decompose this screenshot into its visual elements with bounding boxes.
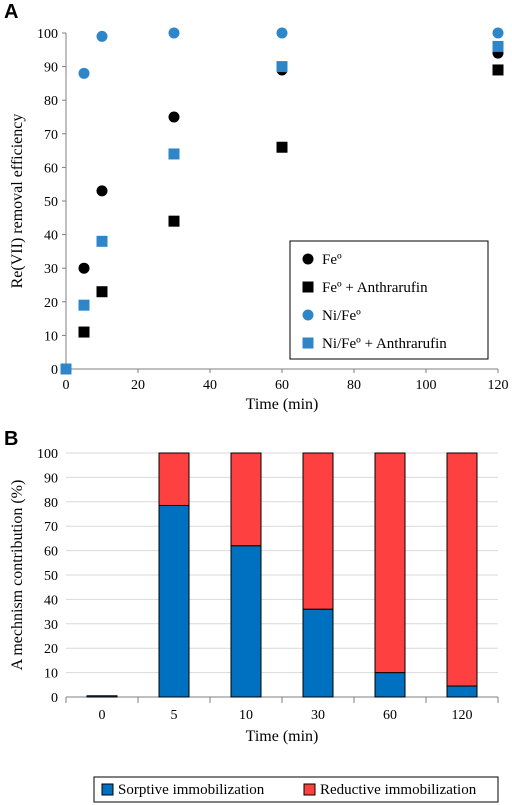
panel-a-y-tick-label: 20 [44, 296, 58, 311]
panel-a-y-tick-label: 70 [44, 128, 58, 143]
panel-b-bar-segment [230, 452, 262, 547]
panel-a-y-tick-label: 40 [44, 229, 58, 244]
panel-b-y-tick-label: 30 [44, 618, 58, 633]
panel-a-data-point [96, 185, 108, 197]
panel-a-data-point [492, 40, 504, 52]
panel-a-y-tick-label: 30 [44, 262, 58, 277]
panel-a-x-tick-label: 120 [488, 378, 509, 393]
panel-a-y-tick-label: 100 [37, 27, 58, 42]
panel-b-bar-segment [374, 672, 406, 698]
panel-a-legend-label: Ni/Feº + Anthrarufin [322, 336, 447, 352]
panel-a-data-point [78, 299, 90, 311]
panel-b-y-tick-label: 10 [44, 667, 58, 682]
panel-a-data-point [276, 141, 288, 153]
panel-b-bar-segment [446, 452, 478, 687]
panel-a-letter: A [4, 1, 18, 23]
panel-a-legend-label: Ni/Feº [322, 308, 361, 324]
panel-a-y-tick-label: 0 [51, 363, 58, 378]
panel-a-y-tick-label: 10 [44, 329, 58, 344]
panel-b-y-tick-label: 70 [44, 520, 58, 535]
panel-a-x-tick-label: 100 [416, 378, 437, 393]
panel-b-y-tick-label: 40 [44, 593, 58, 608]
panel-a-x-tick-label: 20 [131, 378, 145, 393]
panel-a-data-point [276, 61, 288, 73]
panel-a-data-point [78, 67, 90, 79]
panel-b-y-tick-label: 20 [44, 642, 58, 657]
panel-a-legend [289, 240, 489, 360]
panel-a-data-point [60, 363, 72, 375]
panel-a-x-tick-label: 40 [203, 378, 217, 393]
panel-a-data-point [492, 27, 504, 39]
panel-b-y-tick-label: 0 [51, 691, 58, 706]
panel-b-legend [93, 776, 499, 803]
panel-a-legend-label: Feº [322, 252, 342, 268]
panel-a-x-tick-label: 80 [347, 378, 361, 393]
panel-a-data-point [168, 27, 180, 39]
panel-b-letter: B [4, 428, 18, 450]
panel-a-chart: 0 10 20 30 40 50 60 70 80 90 100 0 20 40 60 80 100 120 Tim… [9, 27, 509, 413]
panel-b-y-tick-label: 50 [44, 569, 58, 584]
panel-a-y-tick-label: 80 [44, 94, 58, 109]
panel-a-data-point [168, 111, 180, 123]
panel-b-x-tick-label: 10 [239, 708, 253, 723]
panel-b-x-tick-label: 0 [99, 708, 106, 723]
panel-b-bar-segment [302, 608, 334, 698]
panel-b-x-tick-label: 30 [311, 708, 325, 723]
panel-a-y-axis-label: Re(VII) removal efficiency [9, 114, 26, 289]
panel-b-x-axis-label: Time (min) [246, 728, 319, 745]
panel-a-data-point [492, 64, 504, 76]
panel-b-bar-segment [230, 545, 262, 698]
panel-a-legend-marker [302, 309, 314, 321]
panel-b-bar-segment [158, 504, 190, 698]
panel-a-data-point [168, 148, 180, 160]
panel-a-legend-marker [302, 337, 314, 349]
panel-b-legend-label: Sorptive immobilization [118, 782, 265, 798]
panel-b-y-tick-label: 100 [37, 447, 58, 462]
panel-a-legend-marker [302, 253, 314, 265]
panel-a-data-point [78, 262, 90, 274]
panel-a-legend-label: Feº + Anthrarufin [322, 280, 428, 296]
panel-a-data-point [78, 326, 90, 338]
panel-b-y-tick-label: 90 [44, 471, 58, 486]
panel-a-x-axis-label: Time (min) [246, 396, 319, 413]
panel-a-legend-marker [302, 281, 314, 293]
panel-b-chart: 0 10 20 30 40 50 60 70 80 90 100 0 5 10 30 60 120 Time (m… [9, 447, 499, 803]
panel-a-data-point [96, 286, 108, 298]
panel-a-y-tick-label: 50 [44, 195, 58, 210]
panel-b-legend-swatch [303, 783, 316, 796]
panel-b-y-tick-label: 80 [44, 496, 58, 511]
panel-a-y-tick-label: 60 [44, 161, 58, 176]
panel-a-x-tick-label: 60 [275, 378, 289, 393]
panel-b-legend-swatch [101, 783, 114, 796]
panel-a-data-point [96, 30, 108, 42]
panel-b-legend-label: Reductive immobilization [320, 782, 477, 798]
panel-b-bar-segment [158, 452, 190, 506]
panel-b-bar-segment [446, 685, 478, 698]
panel-b-y-axis-label: A mechnism contribution (%) [9, 480, 26, 671]
panel-b-y-tick-label: 60 [44, 545, 58, 560]
panel-a-data-point [168, 215, 180, 227]
panel-b-x-tick-label: 5 [171, 708, 178, 723]
panel-a-data-point [96, 235, 108, 247]
panel-b-bar-segment [374, 452, 406, 674]
panel-a-y-tick-label: 90 [44, 61, 58, 76]
panel-a-data-point [276, 27, 288, 39]
panel-b-bar-segment [302, 452, 334, 610]
panel-b-x-tick-label: 60 [383, 708, 397, 723]
panel-a-x-tick-label: 0 [63, 378, 70, 393]
panel-b-bar-segment [86, 695, 118, 698]
panel-b-x-tick-label: 120 [452, 708, 473, 723]
